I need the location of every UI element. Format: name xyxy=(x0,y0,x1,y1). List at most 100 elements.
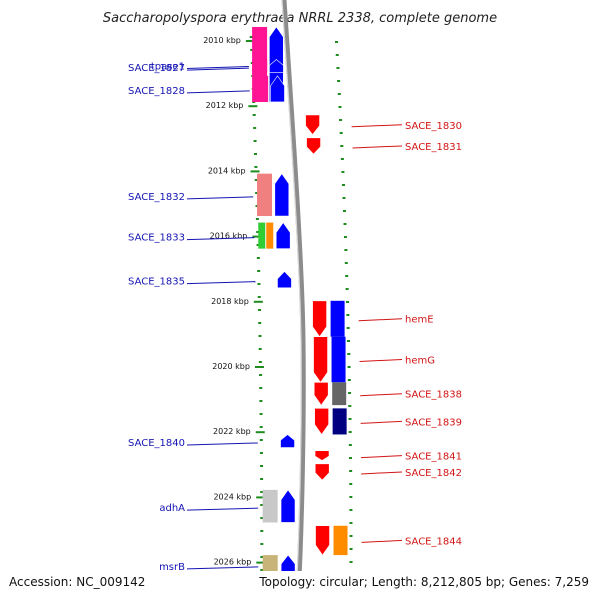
right-rail-dash xyxy=(341,184,345,186)
kbp-tick-label: 2026 kbp xyxy=(214,558,252,567)
left-rail-dash xyxy=(260,556,264,558)
gene-arrow xyxy=(314,463,330,481)
right-rail-dash xyxy=(349,535,353,537)
right-rail-dash xyxy=(349,561,353,563)
right-rail-dash xyxy=(349,496,353,498)
kbp-tick-mark xyxy=(254,366,264,368)
gene-label: SACE_1827 xyxy=(128,63,185,74)
left-rail-dash xyxy=(259,413,263,415)
right-rail-dash xyxy=(349,470,353,472)
left-rail-dash xyxy=(258,361,262,363)
left-rail-dash xyxy=(260,517,264,519)
right-rail-dash xyxy=(349,483,353,485)
gene-leader-line xyxy=(186,566,259,570)
kbp-tick-label: 2024 kbp xyxy=(213,492,251,501)
gene-label: hemE xyxy=(405,315,434,326)
gene-label: SACE_1833 xyxy=(128,233,185,244)
left-rail-dash xyxy=(257,309,261,311)
gene-label: SACE_1835 xyxy=(128,277,185,288)
right-rail-dash xyxy=(349,548,353,550)
left-rail-dash xyxy=(249,36,253,38)
right-rail-dash xyxy=(343,236,347,238)
right-rail-dash xyxy=(340,158,344,160)
right-rail-dash xyxy=(346,314,350,316)
right-rail-dash xyxy=(344,262,348,264)
right-rail-dash xyxy=(348,392,352,394)
gene-label: SACE_1832 xyxy=(128,192,185,203)
right-rail-dash xyxy=(340,145,344,147)
right-rail-dash xyxy=(348,444,352,446)
left-rail-dash xyxy=(258,348,262,350)
kbp-tick-mark xyxy=(256,496,266,499)
right-rail-dash xyxy=(349,509,353,511)
cog-color-box xyxy=(252,59,268,73)
kbp-tick-mark xyxy=(253,300,263,303)
gene-arrow xyxy=(314,408,329,435)
right-rail-dash xyxy=(343,223,347,225)
cog-color-box xyxy=(258,222,266,249)
gene-leader-line xyxy=(186,90,250,94)
left-rail-dash xyxy=(252,101,256,103)
right-rail-dash xyxy=(347,379,351,381)
cog-color-box xyxy=(266,222,274,249)
gene-leader-line xyxy=(351,124,403,128)
right-rail-dash xyxy=(348,405,352,407)
right-rail-dash xyxy=(336,67,340,69)
cog-color-box xyxy=(253,75,269,102)
left-rail-dash xyxy=(255,192,259,194)
gene-leader-line xyxy=(186,442,258,446)
left-rail-dash xyxy=(260,569,264,571)
accession-label: Accession: NC_009142 xyxy=(9,575,145,589)
left-rail-dash xyxy=(253,127,257,129)
left-rail-dash xyxy=(257,270,261,272)
kbp-tick-label: 2014 kbp xyxy=(208,166,246,175)
kbp-tick-mark xyxy=(256,561,266,564)
gene-leader-line xyxy=(186,65,249,69)
cog-color-box xyxy=(262,555,278,575)
right-rail-dash xyxy=(348,431,352,433)
right-rail-dash xyxy=(339,119,343,121)
footer-background xyxy=(0,571,600,600)
gene-label: SACE_1838 xyxy=(405,390,462,401)
gene-leader-line xyxy=(186,196,254,200)
right-rail-dash xyxy=(344,249,348,251)
gene-label: SACE_1842 xyxy=(405,468,462,479)
right-rail-dash xyxy=(345,288,349,290)
left-rail-dash xyxy=(259,439,263,441)
right-rail-dash xyxy=(337,80,341,82)
left-rail-dash xyxy=(259,374,263,376)
left-rail-dash xyxy=(250,49,254,51)
gene-arrow xyxy=(275,222,291,249)
kbp-tick-mark xyxy=(245,40,255,42)
left-rail-dash xyxy=(258,335,262,337)
cog-color-box xyxy=(331,336,346,383)
left-rail-dash xyxy=(256,231,260,233)
left-rail-dash xyxy=(259,400,263,402)
gene-arrow xyxy=(313,382,329,406)
right-rail-dash xyxy=(335,54,339,56)
left-rail-dash xyxy=(257,296,261,298)
left-rail-dash xyxy=(254,179,258,181)
left-rail-dash xyxy=(255,218,259,220)
gene-label: SACE_1830 xyxy=(405,121,462,132)
right-rail-dash xyxy=(342,210,346,212)
kbp-tick-label: 2018 kbp xyxy=(211,297,249,306)
kbp-tick-label: 2012 kbp xyxy=(206,101,244,110)
gene-label: tpase1 xyxy=(151,61,185,72)
kbp-tick-label: 2010 kbp xyxy=(203,36,241,45)
label-leader-lines xyxy=(186,65,403,570)
gene-leader-line xyxy=(186,67,249,71)
gene-arrow xyxy=(315,525,330,556)
gene-arrow xyxy=(280,489,296,523)
right-rail-dash xyxy=(347,353,351,355)
right-rail-dash xyxy=(347,366,351,368)
gene-leader-line xyxy=(186,281,256,285)
gene-leader-line xyxy=(360,393,403,397)
right-rail-dash xyxy=(342,197,346,199)
gene-arrow xyxy=(313,336,328,383)
gene-arrow xyxy=(312,300,327,338)
left-rail-dash xyxy=(257,283,261,285)
left-rail-dash xyxy=(259,426,263,428)
right-rail-dash xyxy=(337,93,341,95)
